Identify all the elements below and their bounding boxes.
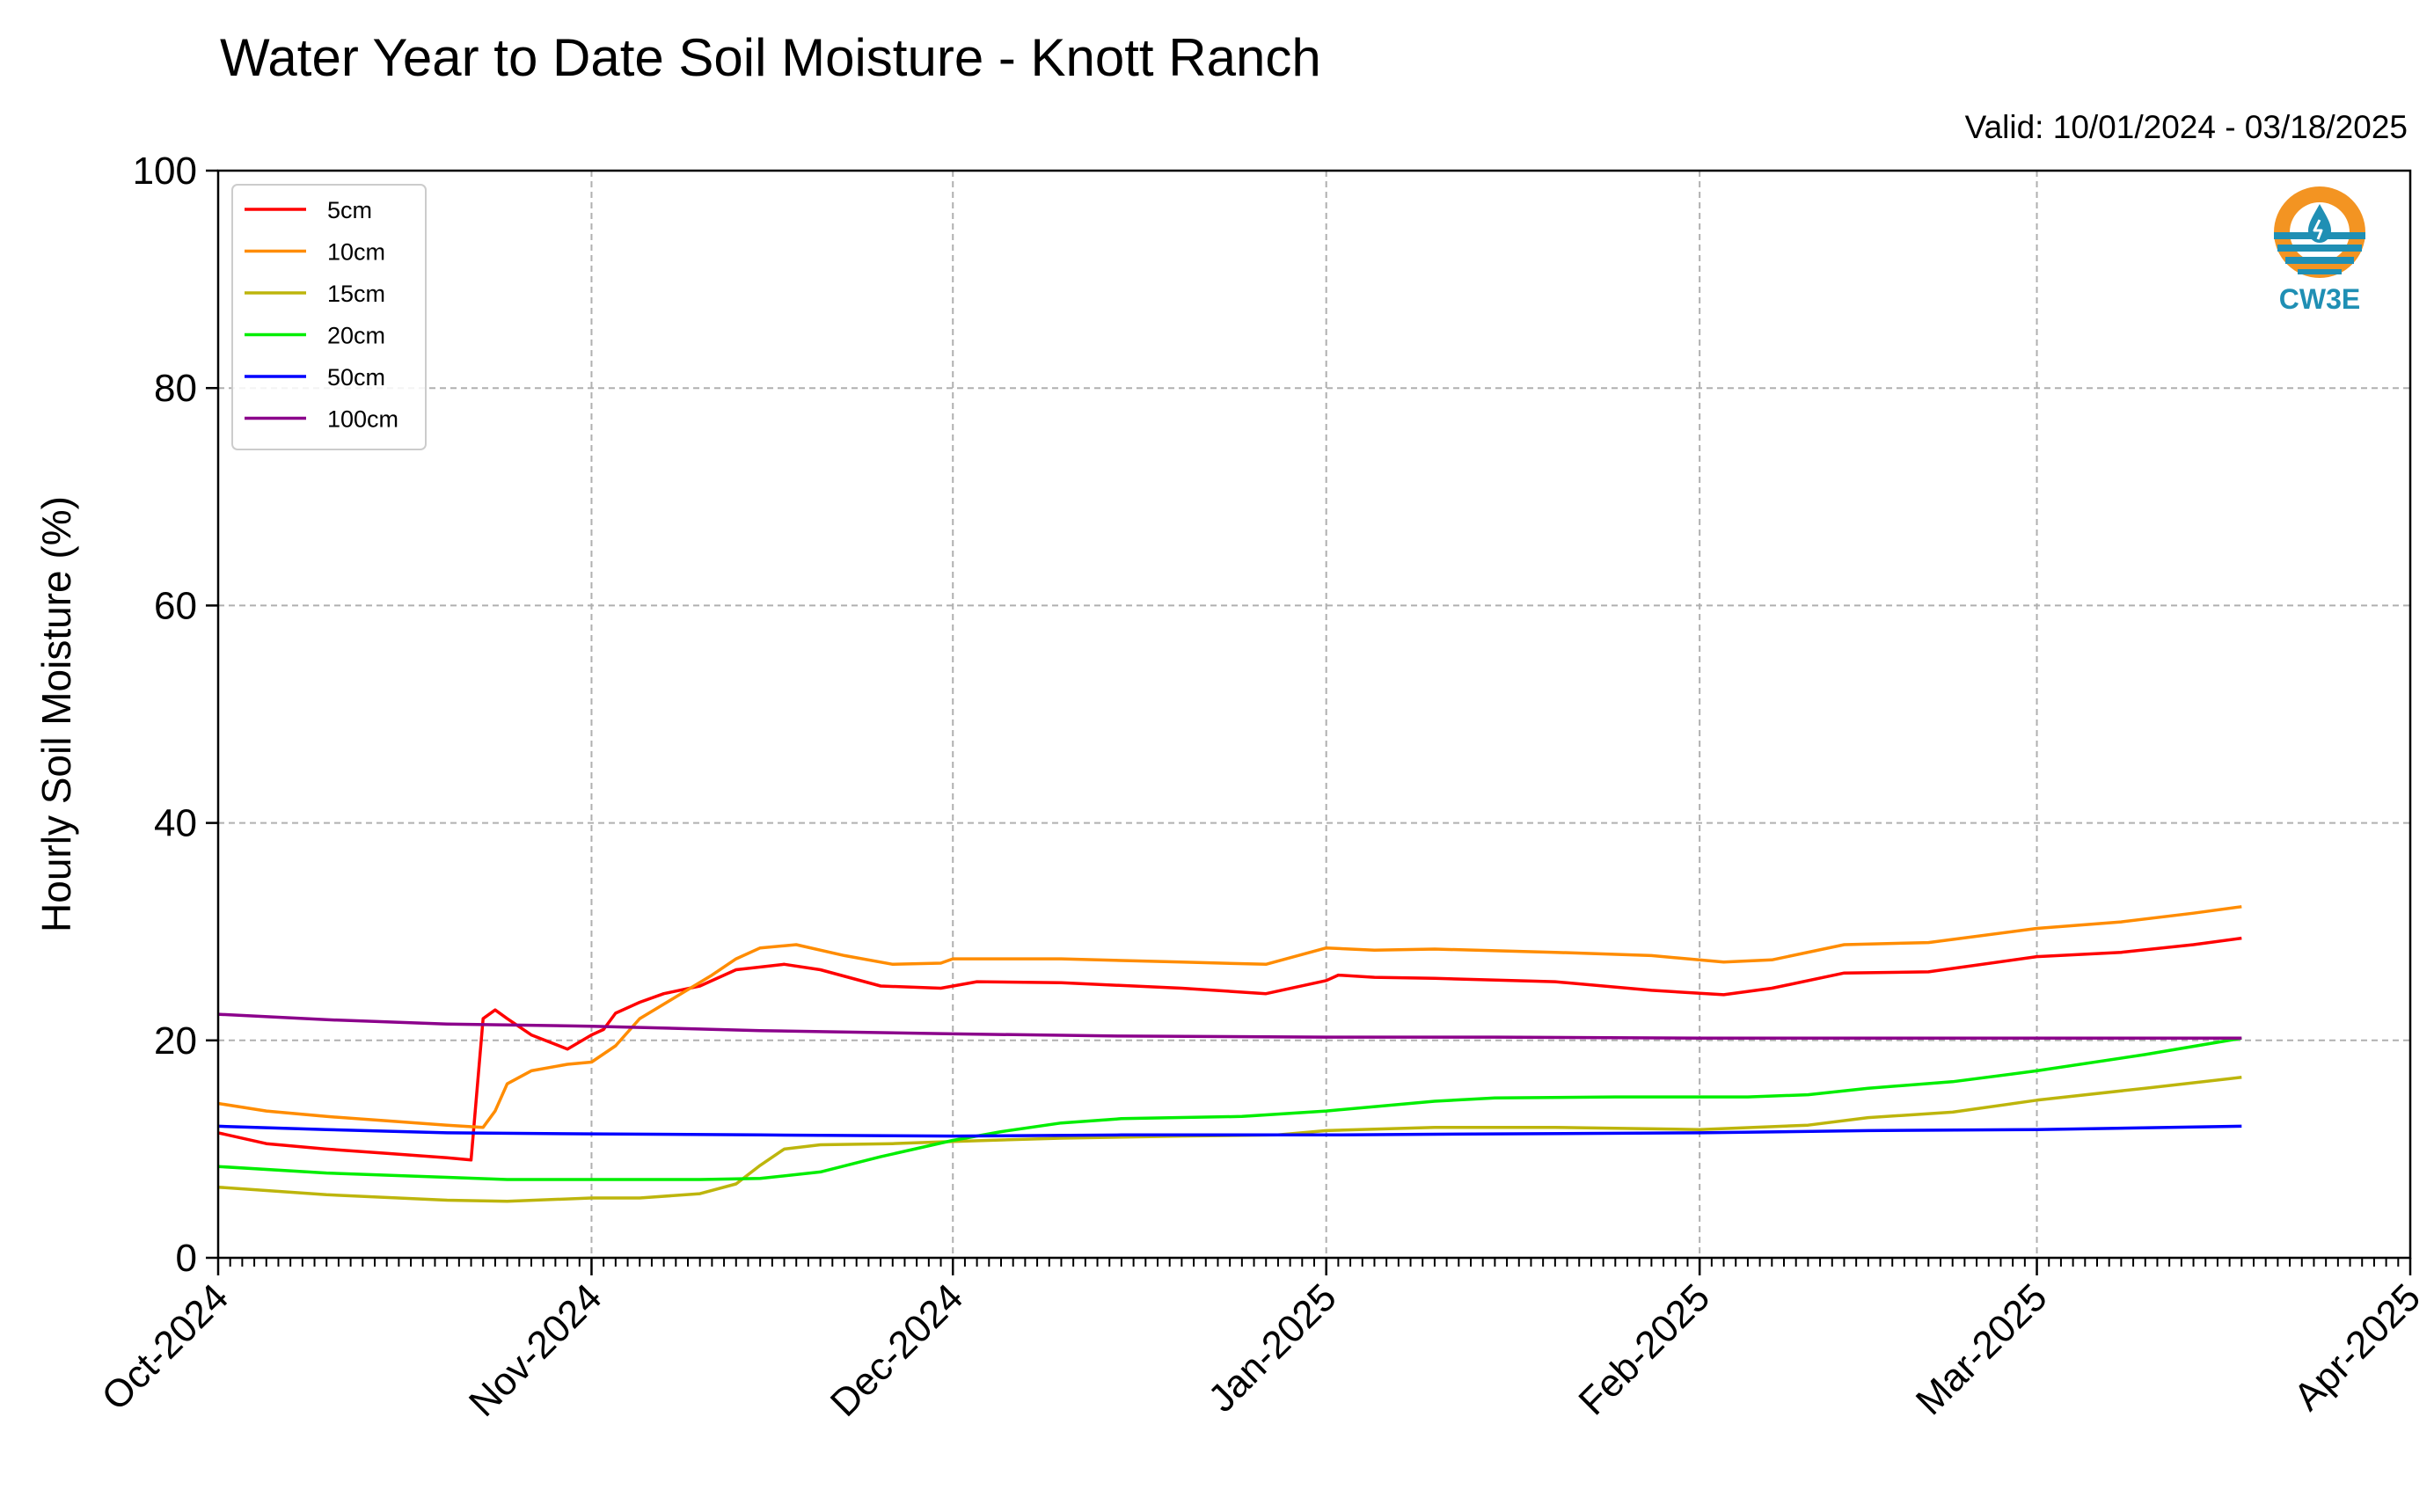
y-tick-label: 0 bbox=[176, 1237, 197, 1280]
y-tick-label: 20 bbox=[154, 1019, 197, 1063]
legend-label-10cm: 10cm bbox=[327, 239, 385, 266]
x-tick-label: Apr-2025 bbox=[2285, 1275, 2429, 1419]
valid-date-range: Valid: 10/01/2024 - 03/18/2025 bbox=[1964, 109, 2408, 145]
cw3e-logo: CW3E bbox=[2262, 181, 2377, 322]
x-tick-label: Nov-2024 bbox=[461, 1275, 610, 1425]
x-tick-label: Dec-2024 bbox=[822, 1275, 972, 1425]
y-tick-label: 80 bbox=[154, 367, 197, 410]
legend: 5cm 10cm 15cm 20cm 50cm 100cm bbox=[231, 184, 427, 450]
series-line-20cm bbox=[217, 1036, 2242, 1181]
series-line-15cm bbox=[217, 1076, 2242, 1203]
legend-label-20cm: 20cm bbox=[327, 323, 385, 349]
series-line-5cm bbox=[217, 936, 2242, 1162]
series-lines bbox=[217, 905, 2242, 1203]
x-tick-label: Feb-2025 bbox=[1570, 1275, 1718, 1423]
y-axis-label: Hourly Soil Moisture (%) bbox=[33, 496, 79, 932]
water-drop-logo-icon bbox=[2274, 186, 2365, 278]
legend-label-50cm: 50cm bbox=[327, 364, 385, 391]
y-tick-label: 60 bbox=[154, 584, 197, 627]
x-tick-label: Mar-2025 bbox=[1908, 1275, 2056, 1423]
x-tick-label: Jan-2025 bbox=[1200, 1275, 1344, 1420]
x-tick-label: Oct-2024 bbox=[93, 1275, 237, 1419]
chart-title: Water Year to Date Soil Moisture - Knott… bbox=[220, 28, 1321, 87]
legend-label-5cm: 5cm bbox=[327, 197, 372, 223]
y-tick-label: 40 bbox=[154, 802, 197, 845]
series-line-50cm bbox=[217, 1124, 2242, 1138]
grid bbox=[218, 171, 2410, 1258]
legend-label-100cm: 100cm bbox=[327, 406, 398, 433]
legend-label-15cm: 15cm bbox=[327, 281, 385, 307]
logo-text: CW3E bbox=[2278, 283, 2361, 315]
series-line-100cm bbox=[217, 1012, 2242, 1041]
y-tick-label: 100 bbox=[133, 150, 197, 193]
series-line-10cm bbox=[217, 905, 2242, 1129]
